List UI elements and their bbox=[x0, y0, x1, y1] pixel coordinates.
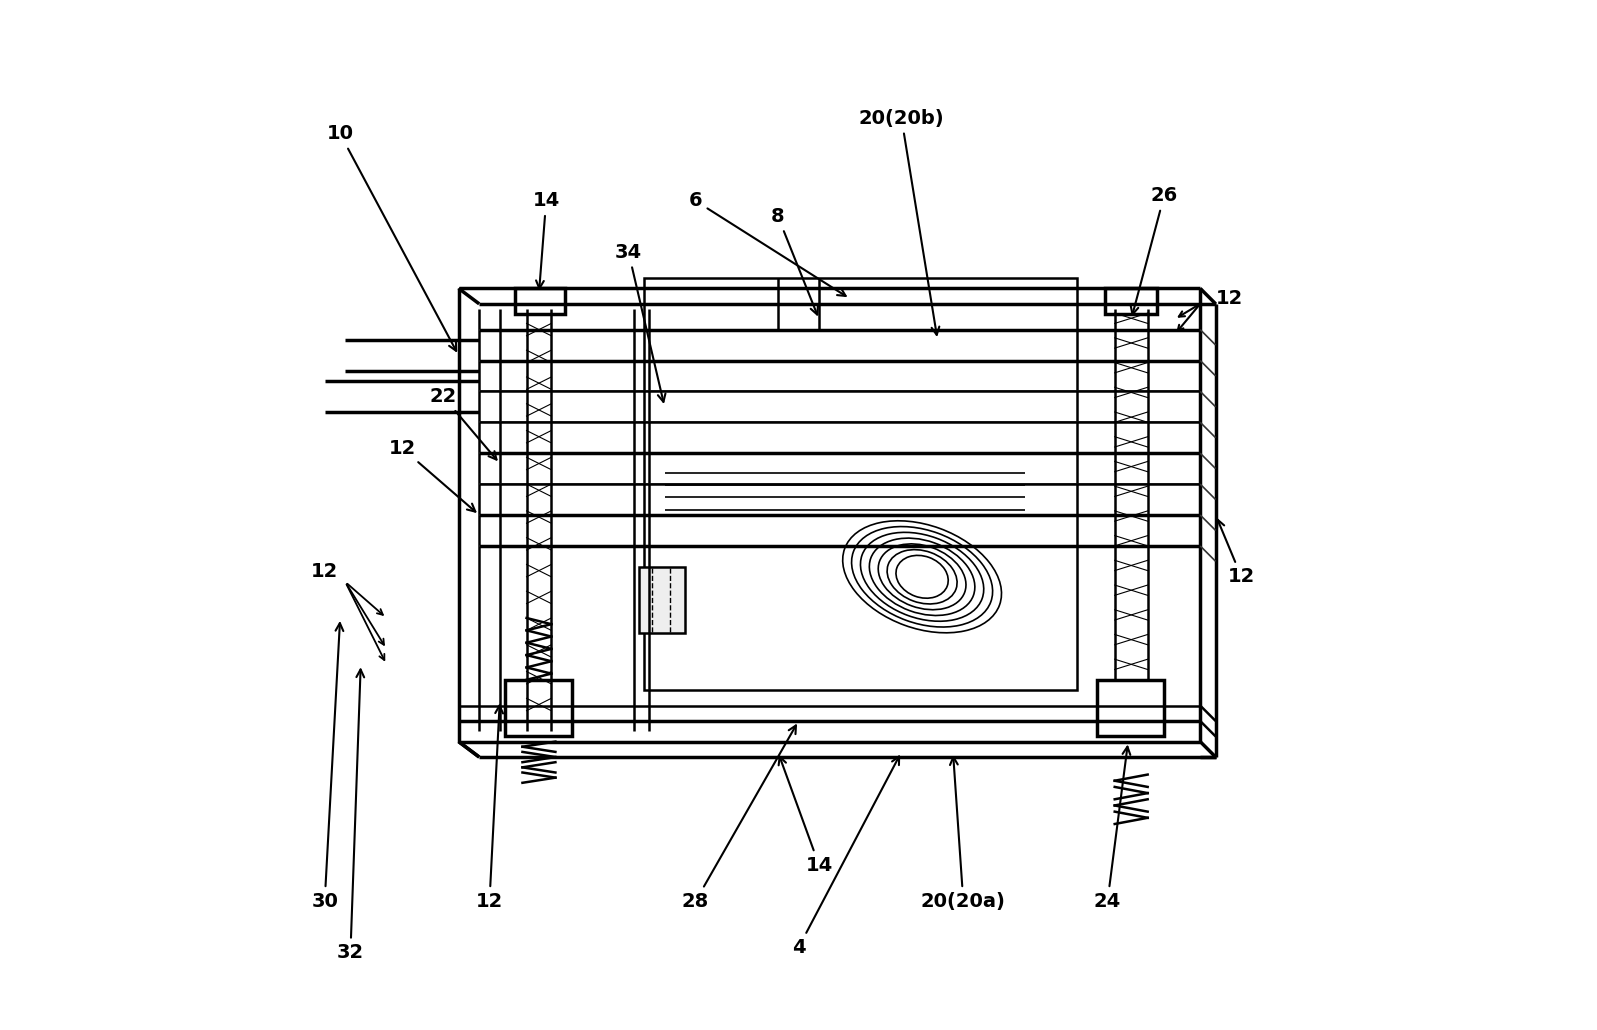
Text: 14: 14 bbox=[532, 192, 561, 288]
Bar bbox=[1105, 288, 1156, 314]
Text: 24: 24 bbox=[1094, 747, 1131, 911]
Text: 22: 22 bbox=[430, 387, 497, 459]
Text: 34: 34 bbox=[615, 243, 666, 402]
Text: 12: 12 bbox=[1217, 520, 1255, 586]
Text: 20(20b): 20(20b) bbox=[859, 109, 944, 335]
Bar bbox=[505, 680, 572, 736]
Text: 12: 12 bbox=[1215, 289, 1242, 308]
Text: 14: 14 bbox=[779, 757, 832, 874]
Text: 26: 26 bbox=[1131, 186, 1177, 314]
Bar bbox=[644, 278, 1076, 690]
Text: 28: 28 bbox=[682, 725, 795, 911]
Text: 32: 32 bbox=[337, 670, 364, 962]
Bar bbox=[516, 288, 565, 314]
Text: 30: 30 bbox=[311, 623, 343, 911]
Text: 12: 12 bbox=[311, 562, 339, 581]
Text: 12: 12 bbox=[388, 439, 476, 512]
Text: 10: 10 bbox=[327, 125, 457, 351]
Text: 8: 8 bbox=[771, 207, 818, 314]
Text: 12: 12 bbox=[476, 706, 503, 911]
Bar bbox=[639, 566, 685, 633]
Bar bbox=[1097, 680, 1164, 736]
Text: 4: 4 bbox=[792, 756, 899, 957]
Text: 20(20a): 20(20a) bbox=[921, 757, 1006, 911]
Text: 6: 6 bbox=[688, 192, 846, 296]
